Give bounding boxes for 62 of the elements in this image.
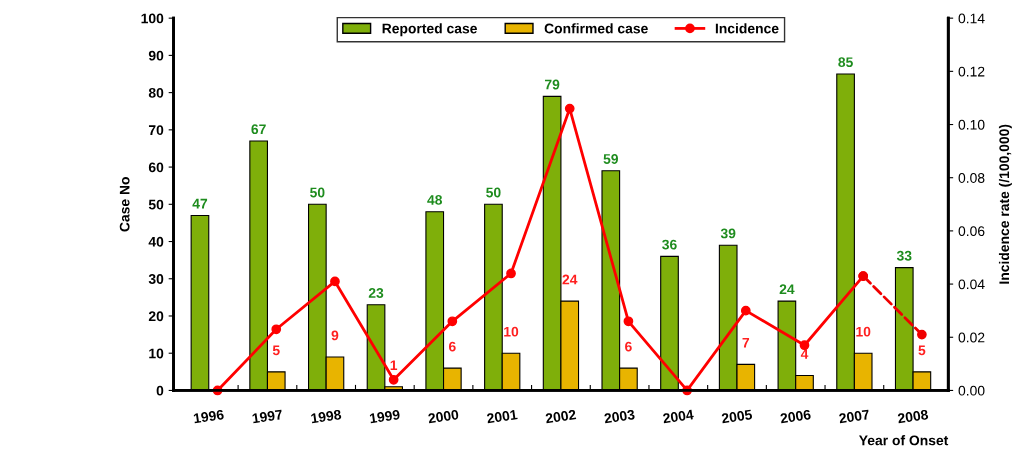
data-label: 85 [838,57,853,68]
data-label: 4 [800,349,809,359]
data-label: 5 [918,345,926,356]
y2-tick-label: 0.04 [958,279,985,290]
legend-label: Confirmed case [544,23,648,34]
data-label: 24 [779,284,795,295]
data-label: 47 [192,198,208,209]
y-tick-label: 60 [148,162,164,173]
legend-label: Incidence [715,23,779,34]
y-tick-label: 10 [149,348,164,359]
x-tick-label: 2006 [780,409,812,424]
y-tick-label: 30 [148,274,164,284]
x-axis-title: Year of Onset [858,435,949,446]
data-label: 79 [544,79,560,90]
y-tick-label: 20 [148,311,164,322]
data-label: 67 [251,124,266,135]
x-tick-label: 2000 [427,409,459,424]
x-tick-label: 1996 [193,409,225,424]
data-label: 5 [272,345,280,356]
data-label: 7 [742,338,750,348]
data-label: 50 [310,187,325,198]
y2-tick-label: 0.12 [958,66,985,77]
data-label: 39 [720,228,736,239]
y2-axis-title: Incidence rate (/100,000) [998,124,1012,284]
x-tick-label: 2005 [721,409,753,424]
y2-tick-label: 0.14 [958,13,985,24]
y-tick-label: 40 [148,236,164,247]
data-label: 9 [331,330,339,341]
y-tick-label: 70 [148,125,164,136]
data-label: 24 [562,274,578,285]
y-tick-label: 50 [148,199,164,210]
y2-tick-label: 0.10 [958,119,985,130]
y-tick-label: 0 [156,385,164,396]
data-label: 36 [662,239,677,250]
y2-tick-label: 0.02 [958,332,985,343]
data-label: 50 [486,187,501,198]
y2-tick-label: 0.08 [958,173,985,183]
x-tick-label: 1997 [252,409,283,424]
x-tick-label: 2002 [545,409,577,424]
data-label: 33 [896,250,912,261]
y2-tick-label: 0.06 [958,226,985,237]
data-label: 23 [368,288,384,298]
x-tick-label: 2003 [603,409,635,424]
y-axis-title: Case No [119,177,130,232]
data-label: 59 [603,154,619,164]
legend-label: Reported case [382,23,477,37]
y2-tick-label: 0.00 [958,385,985,396]
y-tick-label: 90 [148,50,164,61]
x-tick-label: 2007 [838,409,870,424]
x-tick-label: 2004 [662,409,695,424]
data-label: 10 [504,326,519,337]
x-tick-label: 2008 [897,409,929,424]
data-label: 6 [625,341,632,352]
x-tick-label: 1998 [310,409,342,424]
x-tick-label: 2001 [486,409,518,424]
x-tick-label: 1999 [369,409,401,424]
y-tick-label: 100 [141,13,164,24]
y-tick-label: 80 [148,87,164,98]
data-label: 6 [448,341,456,352]
data-label: 1 [390,360,398,370]
data-label: 10 [856,326,871,337]
data-label: 48 [427,195,443,205]
